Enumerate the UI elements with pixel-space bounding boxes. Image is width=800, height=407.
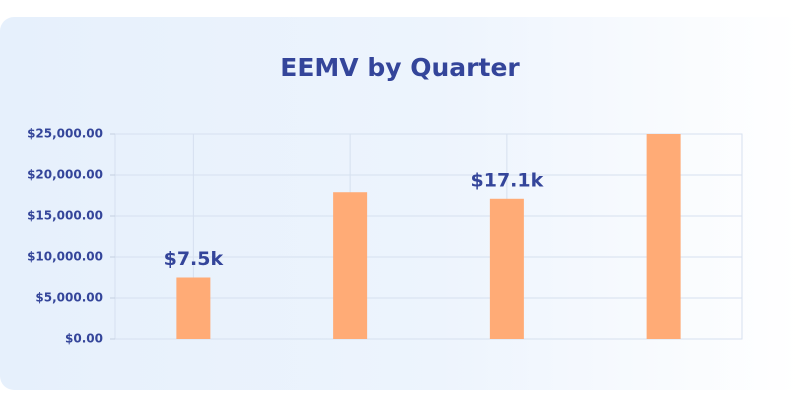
bar — [333, 192, 368, 339]
y-tick-label: $15,000.00 — [27, 209, 103, 223]
y-tick-label: $5,000.00 — [35, 291, 103, 305]
chart-title: EEMV by Quarter — [280, 53, 520, 82]
bar — [646, 134, 681, 339]
y-tick-label: $25,000.00 — [27, 127, 103, 141]
y-tick-label: $10,000.00 — [27, 250, 103, 264]
y-tick-label: $20,000.00 — [27, 168, 103, 182]
y-tick-label: $0.00 — [65, 332, 103, 346]
bar — [489, 198, 524, 339]
value-label: $7.5k — [164, 248, 224, 270]
value-label: $17.1k — [471, 169, 544, 191]
bar — [176, 277, 211, 339]
